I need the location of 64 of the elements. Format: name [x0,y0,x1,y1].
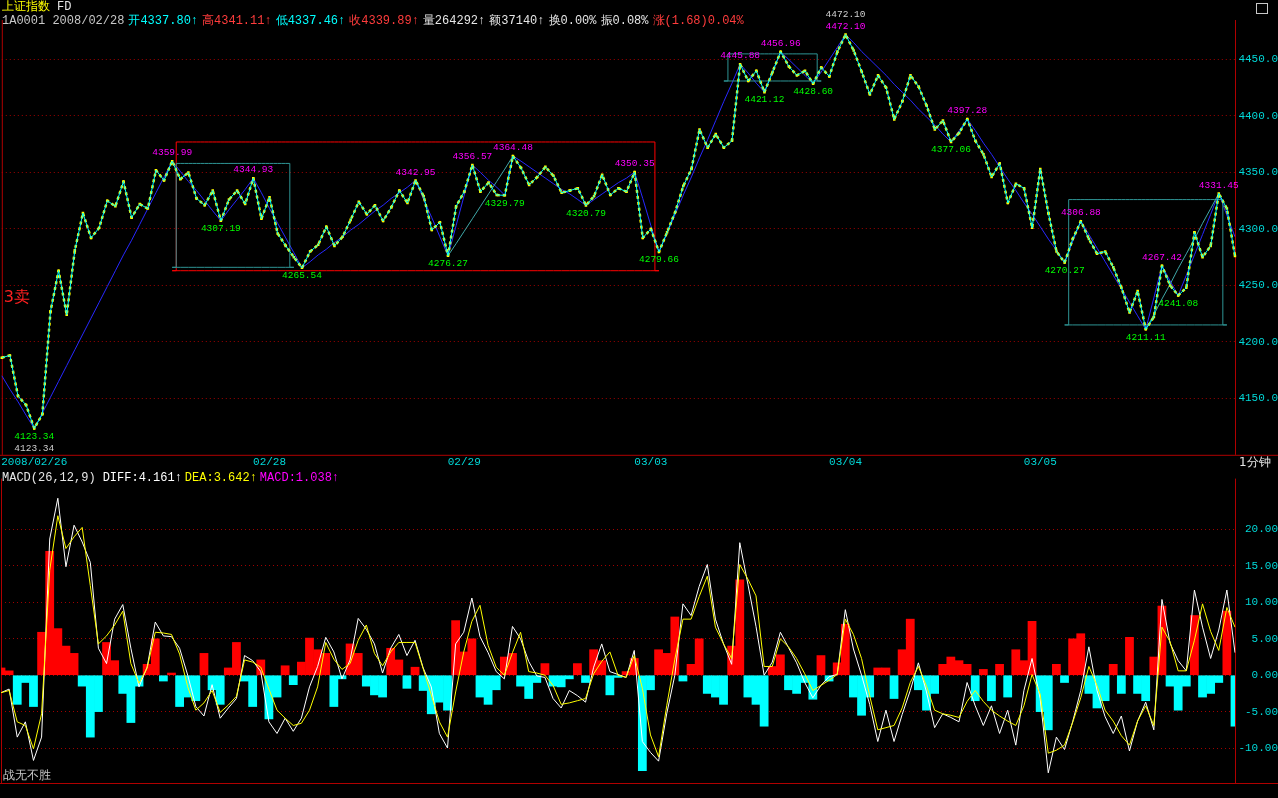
y-tick-label: 4450.0 [1238,53,1278,66]
y-tick-label: 4200.0 [1238,335,1278,348]
annotation: 4241.08 [1158,297,1199,309]
x-tick-label: 03/03 [634,456,668,469]
annotation: 量264292↑ [422,14,486,28]
annotation: 4123.34 [14,442,55,454]
annotation: 4270.27 [1044,264,1085,276]
annotation: MACD:1.038↑ [259,471,340,485]
annotation: 4320.79 [565,207,607,219]
text: DIFF:4.161↑ [102,471,182,485]
chart-subtitle: FD [57,0,72,14]
chart-title: 上证指数 [2,0,50,14]
x-axis-title: 1分钟 [1239,454,1271,469]
annotation: 3卖 [3,287,30,307]
annotation: 4276.27 [428,257,468,269]
y-tick-label: 4400.0 [1238,109,1278,122]
annotation: 收4339.89↑ [349,14,419,28]
y-tick-label: 4300.0 [1238,222,1278,235]
annotation: 4265.54 [282,270,323,282]
annotation: 4421.12 [744,94,785,106]
y-tick-label: -5.00 [1244,705,1278,718]
annotation: 4267.42 [1142,251,1183,263]
annotation: 4472.10 [825,20,866,32]
x-tick-label: 02/29 [447,456,481,469]
annotation: 振0.08% [600,14,649,28]
annotation: 4364.48 [492,142,534,154]
y-tick-label: 10.00 [1244,596,1278,609]
annotation: 战无不胜 [3,767,51,782]
annotation: 4445.88 [720,50,761,62]
annotation: 1A0001 2008/02/28 [2,14,125,28]
x-tick-label: 03/05 [1023,456,1057,469]
y-tick-label: -10.00 [1238,741,1278,754]
annotation: 4123.34 [14,430,55,442]
annotation: 4356.57 [452,151,493,163]
x-tick-label: 02/28 [253,456,287,469]
x-tick-label: 2008/02/26 [1,456,68,469]
annotation: 高4341.11↑ [202,14,272,28]
annotation: 4397.28 [947,105,988,117]
annotation: 4344.93 [233,164,274,176]
annotation: 4456.96 [760,37,801,49]
annotation: 4307.19 [200,223,242,235]
y-tick-label: 15.00 [1244,559,1278,572]
annotation: 涨(1.68)0.04% [652,14,744,28]
annotation: 开4337.80↑ [128,14,199,28]
x-tick-label: 03/04 [829,456,863,469]
annotation: 4350.35 [614,158,655,170]
y-tick-label: 20.00 [1244,523,1278,536]
y-tick-label: 4250.0 [1238,279,1278,292]
chart-title: MACD(26,12,9) [2,471,96,485]
y-tick-label: 5.00 [1251,632,1278,645]
annotation: 4211.11 [1125,331,1166,343]
annotation: 4342.95 [395,166,436,178]
annotation: 4377.06 [931,144,972,156]
annotation: 换0.00% [548,14,597,28]
annotation: 低4337.46↑ [275,14,346,28]
annotation: 4306.88 [1060,207,1102,219]
annotation: 4329.79 [484,197,526,209]
text: DEA:3.642↑ [184,471,257,485]
y-tick-label: 4150.0 [1238,392,1278,405]
annotation: 额37140↑ [489,14,545,28]
annotation: 4428.60 [793,85,834,97]
annotation: 4472.10 [825,8,866,20]
y-tick-label: 0.00 [1251,669,1278,682]
y-tick-label: 4350.0 [1238,166,1278,179]
